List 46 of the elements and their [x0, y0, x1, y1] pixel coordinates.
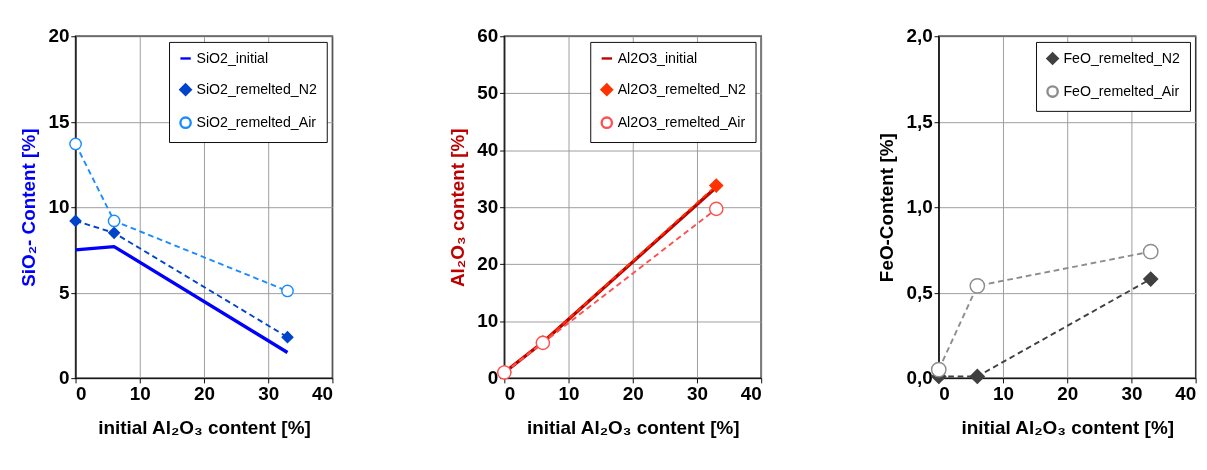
y-tick-label: 10: [48, 196, 70, 218]
x-tick-label: 0: [939, 383, 950, 405]
legend-label: Al2O3_remelted_Air: [617, 114, 746, 131]
y-tick-label: 1,0: [906, 196, 933, 218]
y-tick-label: 40: [477, 139, 499, 161]
y-tick-label: 30: [477, 196, 499, 218]
y-tick-label: 50: [477, 82, 499, 104]
x-axis-title: initial Al₂O₃ content [%]: [98, 417, 311, 439]
legend-label: FeO_remelted_Air: [1063, 83, 1180, 100]
y-tick-label: 0: [487, 367, 499, 389]
y-tick-label: 0,5: [906, 281, 933, 303]
x-tick-label: 30: [1121, 383, 1143, 405]
y-tick-label: 0,0: [906, 367, 933, 389]
x-tick-label: 30: [258, 383, 280, 405]
x-tick-label: 10: [558, 383, 580, 405]
y-tick-label: 15: [48, 110, 70, 132]
y-axis-title: SiO₂- Content [%]: [18, 128, 40, 287]
legend-label: FeO_remelted_N2: [1063, 50, 1181, 67]
x-tick-label: 20: [1057, 383, 1079, 405]
legend-label: SiO2_remelted_N2: [196, 81, 317, 98]
x-tick-label: 0: [504, 383, 516, 405]
y-tick-label: 60: [477, 25, 499, 47]
y-tick-label: 2,0: [906, 25, 933, 47]
legend-label: SiO2_remelted_Air: [196, 114, 317, 131]
x-tick-label: 40: [740, 383, 762, 405]
x-axis-title: initial Al₂O₃ content [%]: [526, 417, 740, 439]
legend-label: SiO2_initial: [196, 50, 269, 67]
x-tick-label: 40: [311, 383, 333, 405]
x-tick-label: 10: [992, 383, 1014, 405]
x-axis-title: initial Al₂O₃ content [%]: [961, 417, 1174, 439]
y-tick-label: 5: [58, 281, 70, 303]
y-axis-title: FeO-Content [%]: [876, 133, 898, 283]
x-tick-label: 0: [76, 383, 87, 405]
y-tick-label: 0: [58, 367, 70, 389]
x-tick-label: 30: [686, 383, 708, 405]
y-axis-title: Al₂O₃ content [%]: [446, 128, 468, 288]
y-tick-label: 10: [477, 310, 499, 332]
legend-label: Al2O3_initial: [617, 50, 698, 67]
x-tick-label: 10: [129, 383, 151, 405]
legend-label: Al2O3_remelted_N2: [617, 81, 747, 98]
x-tick-label: 20: [193, 383, 215, 405]
x-tick-label: 20: [622, 383, 644, 405]
y-tick-label: 1,5: [906, 110, 933, 132]
y-tick-label: 20: [477, 253, 499, 275]
x-tick-label: 40: [1175, 383, 1197, 405]
y-tick-label: 20: [48, 25, 70, 47]
